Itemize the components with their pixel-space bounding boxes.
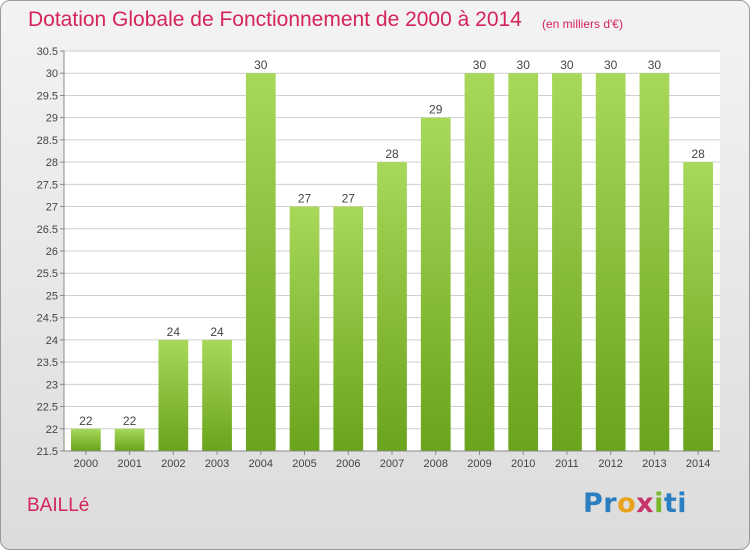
y-tick-label: 23 [46,379,58,391]
bar [639,73,670,451]
x-tick-label: 2012 [598,458,622,470]
y-tick-label: 26.5 [37,224,58,236]
bar [202,339,232,451]
bar [464,73,495,451]
x-tick-label: 2008 [423,458,447,470]
x-tick-label: 2011 [555,458,579,470]
bar-value-label: 30 [604,58,618,72]
bar [595,73,626,451]
bar [114,428,145,451]
bar-value-label: 29 [429,103,443,117]
y-tick-label: 27.5 [37,179,58,191]
y-tick-label: 30 [46,68,58,80]
y-tick-label: 24.5 [37,313,58,325]
commune-name: BAILLé [27,495,90,516]
bar-value-label: 27 [342,192,356,206]
chart-subtitle: (en milliers d'€) [542,17,623,31]
y-tick-label: 21.5 [37,446,58,458]
x-tick-label: 2000 [74,458,98,470]
proxiti-logo: Proxiti [583,488,687,519]
x-tick-label: 2003 [205,458,229,470]
x-tick-label: 2001 [117,458,141,470]
y-tick-label: 25 [46,290,58,302]
y-tick-label: 29.5 [37,90,58,102]
bar-value-label: 30 [517,58,531,72]
logo-part: i [654,488,664,519]
axes: 21.5 22 22.5 23 23.5 24 24.5 25 25.5 26 26.5 27 27.5… [37,46,720,470]
bar-value-label: 22 [79,414,93,428]
logo-part: x [636,488,655,519]
y-tick-label: 30.5 [37,46,58,58]
y-tick-label: 24 [46,335,58,347]
logo-part: ti [663,488,688,519]
bar-value-label: 30 [254,58,268,72]
bar [245,73,276,451]
bar [158,339,189,451]
x-tick-label: 2002 [161,458,185,470]
bar-value-label: 27 [298,192,312,206]
bar-value-label: 24 [167,325,181,339]
x-tick-label: 2009 [467,458,491,470]
x-tick-label: 2013 [642,458,666,470]
bar [333,206,364,451]
x-tick-label: 2006 [336,458,360,470]
bar [508,73,539,451]
bar-value-label: 24 [210,325,224,339]
y-tick-label: 23.5 [37,357,58,369]
logo-part: o [617,488,637,519]
y-tick-label: 27 [46,202,58,214]
bar-value-label: 28 [385,147,399,161]
x-tick-label: 2010 [511,458,535,470]
y-tick-label: 26 [46,246,58,258]
y-tick-label: 28 [46,157,58,169]
logo-part: Pr [583,488,618,519]
y-tick-label: 28.5 [37,135,58,147]
y-tick-label: 29 [46,113,58,125]
y-tick-label: 22.5 [37,402,58,414]
bar-value-label: 30 [648,58,662,72]
bar-value-label: 28 [691,147,705,161]
bar [420,117,451,452]
bar [377,162,407,451]
bar [683,162,714,451]
x-tick-label: 2004 [249,458,273,470]
y-tick-label: 25.5 [37,268,58,280]
bar-value-label: 22 [123,414,137,428]
bar [289,206,320,451]
x-tick-label: 2005 [292,458,316,470]
chart-title: Dotation Globale de Fonctionnement de 20… [28,8,522,31]
bars [70,73,714,452]
bar [70,428,101,451]
bar-value-label: 30 [473,58,487,72]
bar [552,73,582,451]
x-tick-label: 2014 [686,458,710,470]
x-tick-label: 2007 [380,458,404,470]
bar-value-label: 30 [560,58,574,72]
y-tick-label: 22 [46,424,58,436]
